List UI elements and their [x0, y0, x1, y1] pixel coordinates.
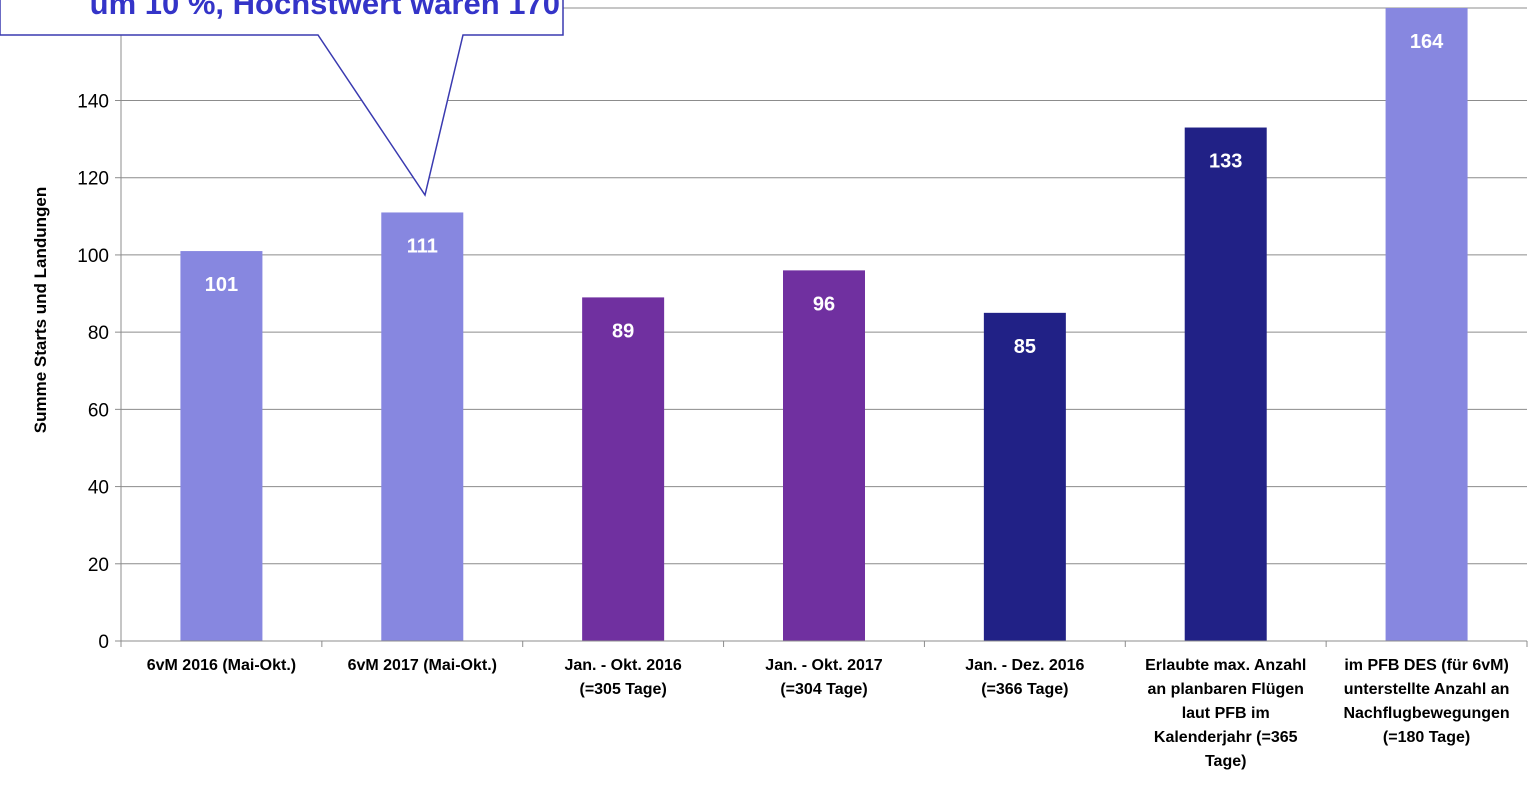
- bar-3: [582, 297, 665, 641]
- y-tick-label-120: 120: [77, 169, 109, 190]
- bar-6: [1184, 127, 1267, 641]
- bar-5: [983, 312, 1066, 641]
- y-tick-label-100: 100: [77, 246, 109, 267]
- data-label-7: 164: [1410, 31, 1444, 53]
- bar-2: [381, 212, 464, 642]
- callout-text: um 10 %, Höchstwert waren 170: [89, 0, 560, 21]
- data-label-1: 101: [205, 274, 238, 296]
- data-label-3: 89: [612, 320, 634, 342]
- y-tick-label-60: 60: [88, 400, 109, 421]
- y-tick-label-0: 0: [98, 632, 109, 653]
- x-tick-label-3: Jan. - Okt. 2016 (=305 Tage): [564, 657, 682, 698]
- callout-outline: [0, 0, 564, 197]
- x-tick-label-1: 6vM 2016 (Mai-Okt.): [146, 657, 297, 674]
- data-label-2: 111: [407, 235, 438, 257]
- bars: [180, 8, 1468, 642]
- callout-bubble: [0, 0, 564, 197]
- y-tick-labels: 0 20 40 60 80 100 120 140: [77, 92, 109, 654]
- x-tick-label-5: Jan. - Dez. 2016 (=366 Tage): [965, 657, 1085, 698]
- y-tick-label-40: 40: [88, 478, 109, 499]
- y-tick-label-80: 80: [88, 323, 109, 344]
- x-tick-label-6: Erlaubte max. Anzahl an planbaren Flügen l…: [1145, 657, 1307, 770]
- y-tick-label-140: 140: [77, 92, 109, 113]
- x-tick-label-2: 6vM 2017 (Mai-Okt.): [347, 657, 497, 674]
- y-axis-title: Summe Starts und Landungen: [31, 187, 50, 434]
- x-tick-label-7: im PFB DES (für 6vM) unterstellte Anzahl …: [1343, 657, 1510, 746]
- data-label-4: 96: [813, 293, 835, 315]
- axes: [115, 8, 1528, 647]
- bar-4: [783, 270, 865, 641]
- bar-7: [1385, 8, 1468, 641]
- y-tick-label-20: 20: [88, 555, 109, 576]
- data-label-6: 133: [1209, 151, 1242, 173]
- data-label-5: 85: [1014, 336, 1036, 358]
- data-labels: 101 111 89 96 85 133 164: [205, 31, 1444, 358]
- bar-1: [180, 251, 263, 641]
- x-tick-label-4: Jan. - Okt. 2017 (=304 Tage): [765, 657, 883, 698]
